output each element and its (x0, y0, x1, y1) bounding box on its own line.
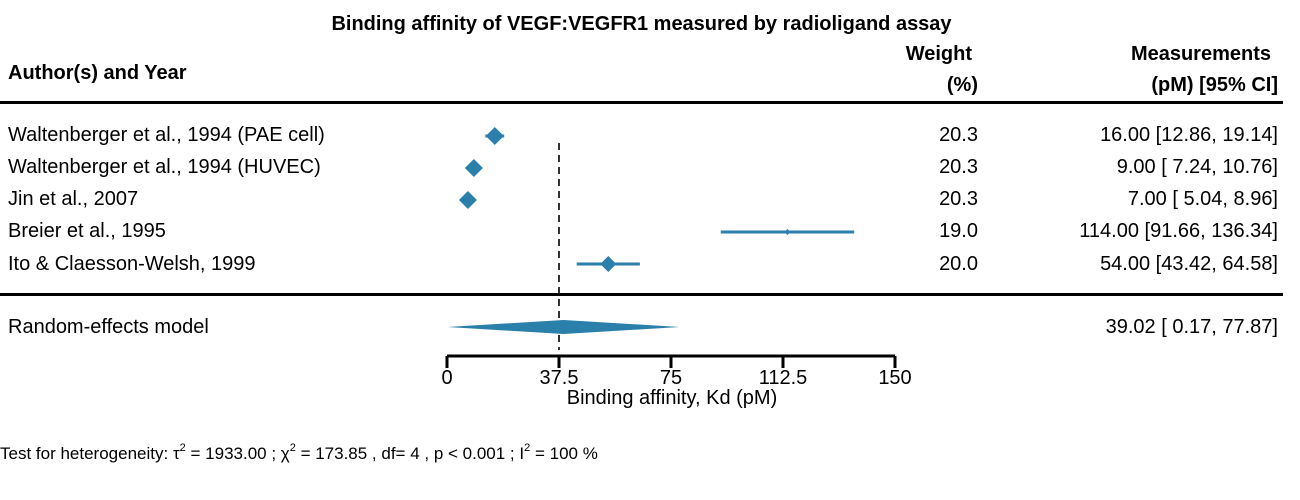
author-column-header: Author(s) and Year (8, 62, 187, 84)
measurements-column-header-unit: (pM) [95% CI] (1151, 74, 1278, 96)
chart-title: Binding affinity of VEGF:VEGFR1 measured… (331, 13, 952, 35)
x-axis-label: Binding affinity, Kd (pM) (567, 387, 777, 409)
weight-column-header: Weight (905, 43, 972, 65)
summary-diamond (447, 320, 680, 334)
weight-column-header-unit: (%) (946, 74, 978, 96)
study-ci: 9.00 [ 7.24, 10.76] (1116, 156, 1278, 178)
point-estimate (784, 229, 791, 235)
study-label: Waltenberger et al., 1994 (PAE cell) (8, 124, 325, 146)
chi-value: = 173.85 , df= 4 , p < 0.001 ; (295, 444, 520, 463)
x-tick-label: 112.5 (759, 367, 808, 389)
heterogeneity-note: Test for heterogeneity: τ2 = 1933.00 ; χ… (0, 442, 598, 464)
point-estimate (464, 159, 483, 177)
tau-symbol: τ (172, 444, 180, 463)
study-weight: 19.0 (939, 220, 978, 242)
chi-superscript: 2 (289, 442, 296, 454)
summary-rule (0, 293, 1283, 296)
x-tick-label: 37.5 (540, 367, 579, 389)
tau-value: = 1933.00 ; (185, 444, 281, 463)
study-weight: 20.0 (939, 253, 978, 275)
tau-superscript: 2 (179, 442, 186, 454)
study-weight: 20.3 (939, 124, 978, 146)
i-value: = 100 % (530, 444, 598, 463)
point-estimate (600, 256, 617, 272)
study-label: Jin et al., 2007 (8, 188, 139, 210)
i-superscript: 2 (524, 442, 531, 454)
study-ci: 114.00 [91.66, 136.34] (1079, 220, 1278, 242)
study-label: Ito & Claesson-Welsh, 1999 (8, 253, 256, 275)
point-estimate (485, 127, 504, 145)
study-ci: 16.00 [12.86, 19.14] (1100, 124, 1278, 146)
heterogeneity-prefix: Test for heterogeneity: (0, 444, 173, 463)
summary-ci: 39.02 [ 0.17, 77.87] (1105, 316, 1278, 338)
study-ci: 7.00 [ 5.04, 8.96] (1127, 188, 1278, 210)
summary-label: Random-effects model (8, 316, 209, 338)
study-ci: 54.00 [43.42, 64.58] (1100, 253, 1278, 275)
i-symbol: I (519, 444, 525, 463)
chi-symbol: χ (280, 444, 290, 463)
study-label: Breier et al., 1995 (8, 220, 166, 242)
study-weight: 20.3 (939, 156, 978, 178)
x-tick-label: 75 (660, 367, 682, 389)
header-rule (0, 101, 1283, 104)
study-label: Waltenberger et al., 1994 (HUVEC) (8, 156, 321, 178)
measurements-column-header: Measurements (1130, 43, 1271, 65)
study-weight: 20.3 (939, 188, 978, 210)
x-tick-label: 0 (441, 367, 452, 389)
x-tick-label: 150 (878, 367, 911, 389)
point-estimate (458, 191, 477, 209)
